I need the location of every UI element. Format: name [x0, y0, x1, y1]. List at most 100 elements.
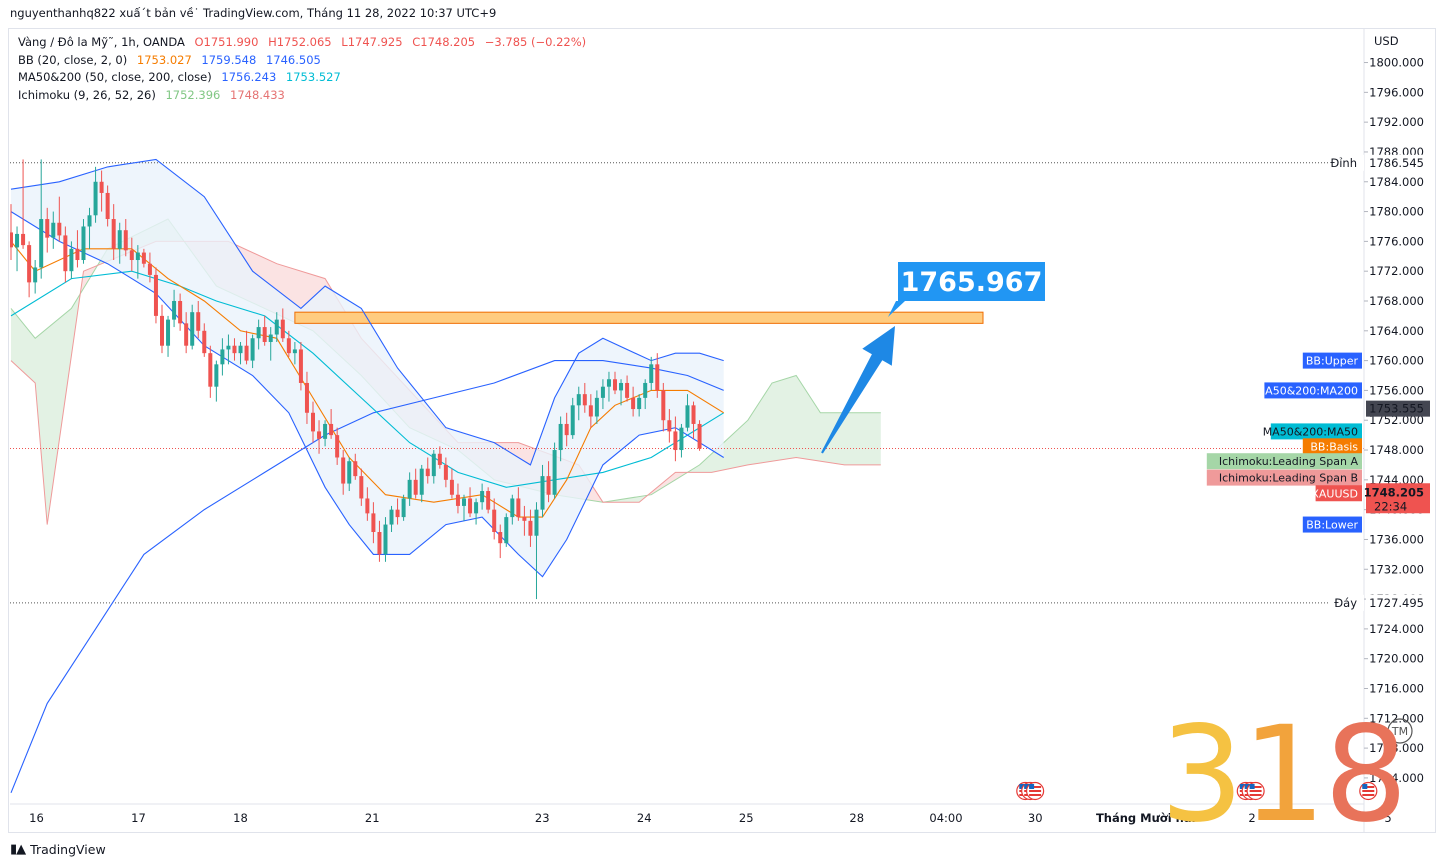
candle-body	[347, 461, 352, 484]
y-tick-label: 1720.000	[1369, 652, 1424, 666]
attribution: nguyenthanhq822 xuấ´t bản về˙ TradingVie…	[10, 6, 497, 20]
candle-body	[504, 517, 509, 544]
candle-body	[480, 491, 485, 503]
price-tag-bg	[1315, 485, 1362, 502]
low-value: 1727.495	[1369, 596, 1424, 610]
legend-ichimoku-a: 1752.396	[165, 87, 221, 102]
candle-body	[135, 252, 140, 261]
x-tick-label: 28	[849, 811, 864, 825]
candle-body	[105, 192, 110, 220]
target-zone-rect	[294, 311, 984, 324]
y-tick-label: 1736.000	[1369, 532, 1424, 546]
ma200-line	[10, 360, 724, 794]
candle-body	[27, 245, 32, 283]
flag-stripe	[1029, 786, 1042, 788]
y-tick-label: 1792.000	[1369, 115, 1424, 129]
tradingview-logo[interactable]: ▮▲ TradingView	[10, 842, 106, 857]
y-axis-currency: USD	[1374, 34, 1399, 48]
candle-body	[576, 394, 581, 406]
y-tick-label: 1768.000	[1369, 294, 1424, 308]
candle-body	[570, 405, 575, 436]
legend-change: −3.785 (−0.22%)	[484, 35, 587, 49]
candle-body	[443, 464, 448, 480]
y-tick-label: 1800.000	[1369, 56, 1424, 70]
event-flag-icon[interactable]	[1359, 781, 1378, 801]
candle-body	[528, 520, 533, 536]
legend-ma-row[interactable]: MA50&200 (50, close, 200, close) 1756.24…	[18, 69, 592, 87]
price-tag-bg	[1264, 382, 1362, 399]
candle-body	[619, 382, 624, 391]
x-tick-label: 17	[131, 811, 146, 825]
candle-body	[178, 300, 183, 324]
event-flag-icon[interactable]	[1246, 781, 1265, 801]
y-tick-label: 1716.000	[1369, 681, 1424, 695]
candle-body	[274, 319, 279, 335]
up-arrow-icon[interactable]	[821, 326, 895, 454]
chart-frame	[8, 28, 1436, 833]
candle-body	[667, 420, 672, 432]
candle-body	[594, 397, 599, 417]
flag-canton	[1244, 784, 1250, 789]
candle-body	[558, 423, 563, 451]
candle-body	[75, 248, 80, 261]
candle-body	[15, 233, 20, 248]
price-tag-bg	[1206, 469, 1362, 486]
x-tick-label: 25	[739, 811, 754, 825]
candle-body	[679, 427, 684, 451]
bb-band-fill	[11, 159, 724, 577]
y-tick-label: 1712.000	[1369, 711, 1424, 725]
flag-stripe	[1249, 794, 1262, 796]
price-tag-bg	[1302, 438, 1362, 455]
legend-high: H1752.065	[268, 35, 332, 49]
legend-symbol-row[interactable]: Vàng / Đô la Mỹ˜, 1h, OANDA O1751.990 H1…	[18, 34, 592, 52]
bb-upper-line	[10, 158, 724, 466]
flag-canton	[1249, 784, 1255, 789]
candle-body	[250, 338, 255, 361]
event-flag-icon[interactable]	[1025, 781, 1045, 801]
candle-body	[286, 338, 291, 354]
ichimoku-cloud-bullish	[602, 494, 649, 503]
axis-tag-value: 1753.555	[1369, 402, 1424, 416]
candle-body	[147, 263, 152, 275]
candle-body	[462, 498, 466, 506]
candle-body	[238, 345, 243, 354]
candle-body	[190, 312, 195, 346]
candle-body	[202, 330, 207, 354]
price-tag-label: Ichimoku:Leading Span A	[1219, 455, 1359, 468]
legend-ichimoku-row[interactable]: Ichimoku (9, 26, 52, 26) 1752.396 1748.4…	[18, 87, 592, 105]
high-value: 1786.545	[1369, 156, 1424, 170]
candle-body	[262, 327, 267, 342]
candle-body	[214, 364, 219, 387]
flag-stripe	[1362, 786, 1375, 788]
candle-body	[298, 349, 303, 383]
candle-body	[691, 405, 696, 424]
legend-symbol-name: Vàng / Đô la Mỹ˜, 1h, OANDA	[18, 35, 185, 49]
legend: Vàng / Đô la Mỹ˜, 1h, OANDA O1751.990 H1…	[18, 34, 592, 104]
candle-body	[63, 235, 68, 272]
candle-body	[341, 457, 346, 484]
flag-canton	[1019, 784, 1025, 789]
y-tick-label: 1756.000	[1369, 383, 1424, 397]
candle-body	[172, 300, 177, 320]
candle-body	[697, 423, 702, 449]
candle-body	[353, 461, 358, 477]
flag-stripe	[1362, 794, 1375, 796]
tradingview-brand: TradingView	[30, 842, 106, 857]
flag-canton	[1029, 784, 1035, 789]
high-label-bg	[1330, 154, 1364, 171]
legend-bb-row[interactable]: BB (20, close, 2, 0) 1753.027 1759.548 1…	[18, 52, 592, 70]
candle-body	[244, 345, 249, 361]
x-tick-label: Tháng Mười hai	[1096, 811, 1196, 825]
candle-body	[93, 181, 98, 216]
x-tick-label: 30	[1028, 811, 1043, 825]
candle-body	[383, 524, 388, 555]
target-callout[interactable]: 1765.967	[888, 262, 1045, 317]
flag-canton	[1239, 784, 1245, 789]
y-tick-label: 1780.000	[1369, 205, 1424, 219]
candle-body	[87, 215, 92, 227]
candle-body	[631, 397, 636, 410]
candle-body	[292, 349, 297, 354]
candle-body	[10, 232, 13, 248]
candle-body	[449, 479, 454, 495]
